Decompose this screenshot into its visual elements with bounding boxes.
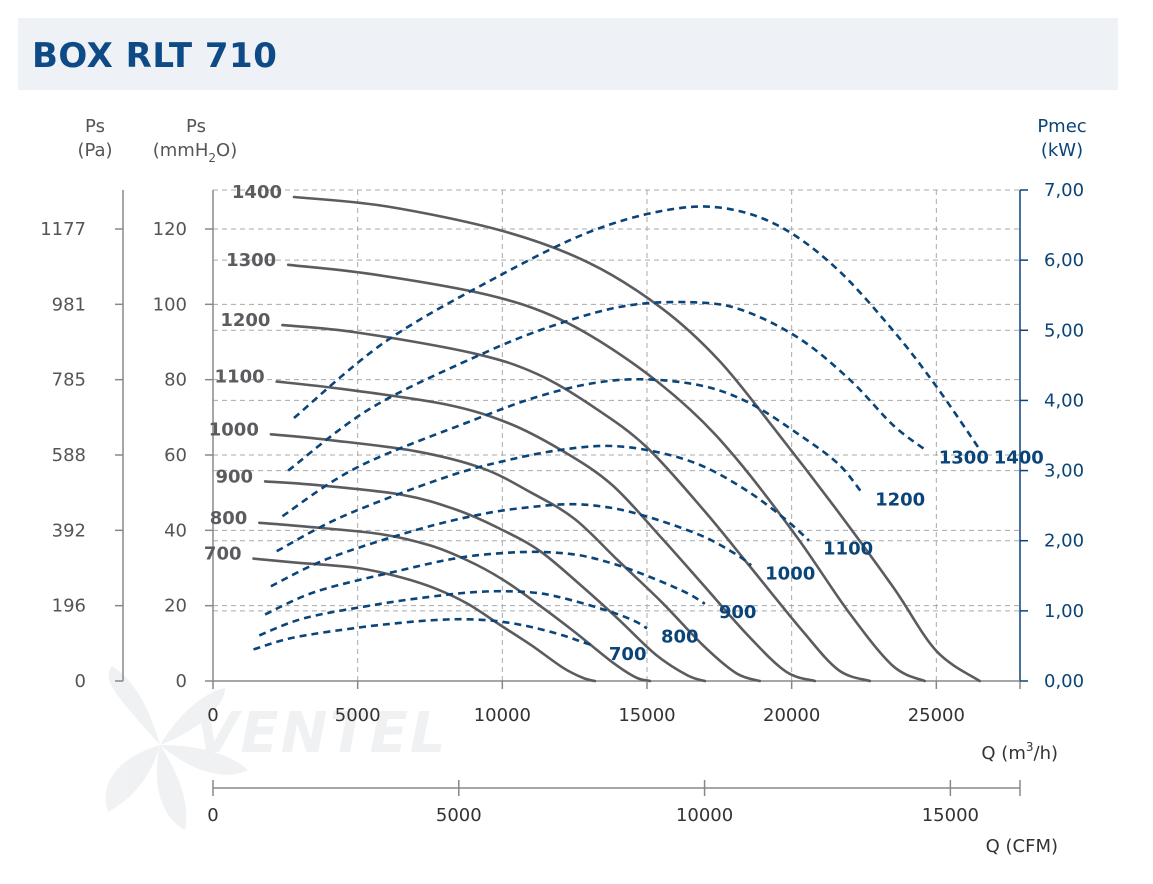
pa-tick-label-1177: 1177: [40, 219, 86, 240]
x-tick-label-0: 0: [207, 705, 218, 726]
power-curve-1000: [270, 502, 752, 588]
pressure-curve-1200: [281, 323, 872, 683]
power-axis-unit: (kW): [1041, 140, 1083, 161]
cfm-tick-label-10000: 10000: [676, 805, 733, 826]
x-tick-label-25000: 25000: [908, 705, 965, 726]
pa-tick-label-0: 0: [75, 671, 86, 692]
mm-unit-suffix: O): [216, 140, 237, 161]
pressure-label-700: 700: [204, 544, 242, 565]
axes: [122, 190, 1021, 789]
mm-axis-label: Ps: [186, 116, 206, 137]
cfm-tick-label-5000: 5000: [436, 805, 482, 826]
pressure-label-1200: 1200: [220, 310, 270, 331]
pa-tick-label-392: 392: [52, 520, 86, 541]
mm-unit-prefix: (mmH: [153, 140, 209, 161]
pressure-curve-1400: [292, 195, 981, 683]
pressure-curve-1000: [269, 433, 762, 683]
power-axis-label: Pmec: [1037, 116, 1086, 137]
pressure-curve-1300: [286, 263, 927, 683]
mm-unit-sub: 2: [208, 151, 216, 165]
power-curve-1400: [293, 205, 981, 451]
mm-tick-label-60: 60: [164, 445, 187, 466]
mm-tick-label-40: 40: [164, 520, 187, 541]
pressure-curve-1100: [275, 380, 817, 683]
power-label-900: 900: [719, 602, 757, 623]
x-tick-label-15000: 15000: [618, 705, 675, 726]
power-curve-700: [253, 617, 596, 651]
x-tick-label-10000: 10000: [474, 705, 531, 726]
page-title: BOX RLT 710: [32, 36, 278, 76]
pa-tick-label-785: 785: [52, 370, 86, 391]
cfm-tick-label-15000: 15000: [922, 805, 979, 826]
power-label-1300: 1300: [939, 448, 989, 469]
power-tick-label-7: 7,00: [1044, 180, 1084, 201]
power-curve-1100: [276, 444, 810, 553]
power-curve-1300: [287, 300, 926, 472]
x-tick-label-5000: 5000: [335, 705, 381, 726]
mm-tick-label-80: 80: [164, 370, 187, 391]
q-label-prefix: Q (m: [981, 743, 1025, 764]
pa-tick-label-588: 588: [52, 445, 86, 466]
power-curve-900: [264, 550, 706, 616]
pa-axis-label: Ps: [85, 116, 105, 137]
pa-tick-label-196: 196: [52, 596, 86, 617]
q-label-sup: 3: [1026, 740, 1034, 754]
power-tick-label-1: 1,00: [1044, 601, 1084, 622]
cfm-axis-label: Q (CFM): [986, 836, 1058, 857]
power-tick-label-4: 4,00: [1044, 390, 1084, 411]
cfm-tick-label-0: 0: [207, 805, 218, 826]
power-tick-label-2: 2,00: [1044, 531, 1084, 552]
pressure-curve-800: [258, 521, 652, 683]
pressure-label-1400: 1400: [232, 182, 282, 203]
power-curves: [253, 205, 981, 651]
power-label-1200: 1200: [875, 490, 925, 511]
fan-blade-icon: [105, 666, 248, 830]
mm-tick-label-20: 20: [164, 596, 187, 617]
power-tick-label-5: 5,00: [1044, 320, 1084, 341]
pressure-curve-900: [263, 480, 707, 683]
power-label-700: 700: [609, 644, 647, 665]
pa-tick-label-981: 981: [52, 294, 86, 315]
power-label-1100: 1100: [823, 539, 873, 560]
q-axis-label: Q (m3/h): [981, 740, 1058, 764]
pa-axis-unit: (Pa): [77, 140, 112, 161]
power-tick-label-3: 3,00: [1044, 461, 1084, 482]
series-labels: 1400130012001100100090080070014001300120…: [204, 182, 1044, 665]
power-curve-800: [258, 589, 648, 637]
pressure-label-800: 800: [210, 508, 248, 529]
mm-tick-label-0: 0: [176, 671, 187, 692]
ventel-logo: VENTEL: [105, 666, 448, 830]
pressure-label-1100: 1100: [215, 367, 265, 388]
power-label-1400: 1400: [994, 448, 1044, 469]
power-label-1000: 1000: [765, 563, 815, 584]
pressure-curve-700: [252, 557, 597, 683]
x-tick-label-20000: 20000: [763, 705, 820, 726]
power-label-800: 800: [661, 626, 699, 647]
logo-text: VENTEL: [195, 701, 448, 766]
grid: [213, 189, 1020, 681]
mm-axis-unit: (mmH2O): [153, 140, 237, 165]
pressure-label-1300: 1300: [226, 250, 276, 271]
mm-tick-label-100: 100: [153, 294, 187, 315]
q-label-suffix: /h): [1034, 743, 1059, 764]
mm-tick-label-120: 120: [153, 219, 187, 240]
pressure-curves: [252, 195, 981, 683]
power-tick-label-0: 0,00: [1044, 671, 1084, 692]
power-curve-1200: [281, 377, 863, 518]
power-tick-label-6: 6,00: [1044, 250, 1084, 271]
title-bar: BOX RLT 710: [18, 18, 1118, 90]
pressure-label-1000: 1000: [209, 419, 259, 440]
pressure-label-900: 900: [216, 466, 254, 487]
